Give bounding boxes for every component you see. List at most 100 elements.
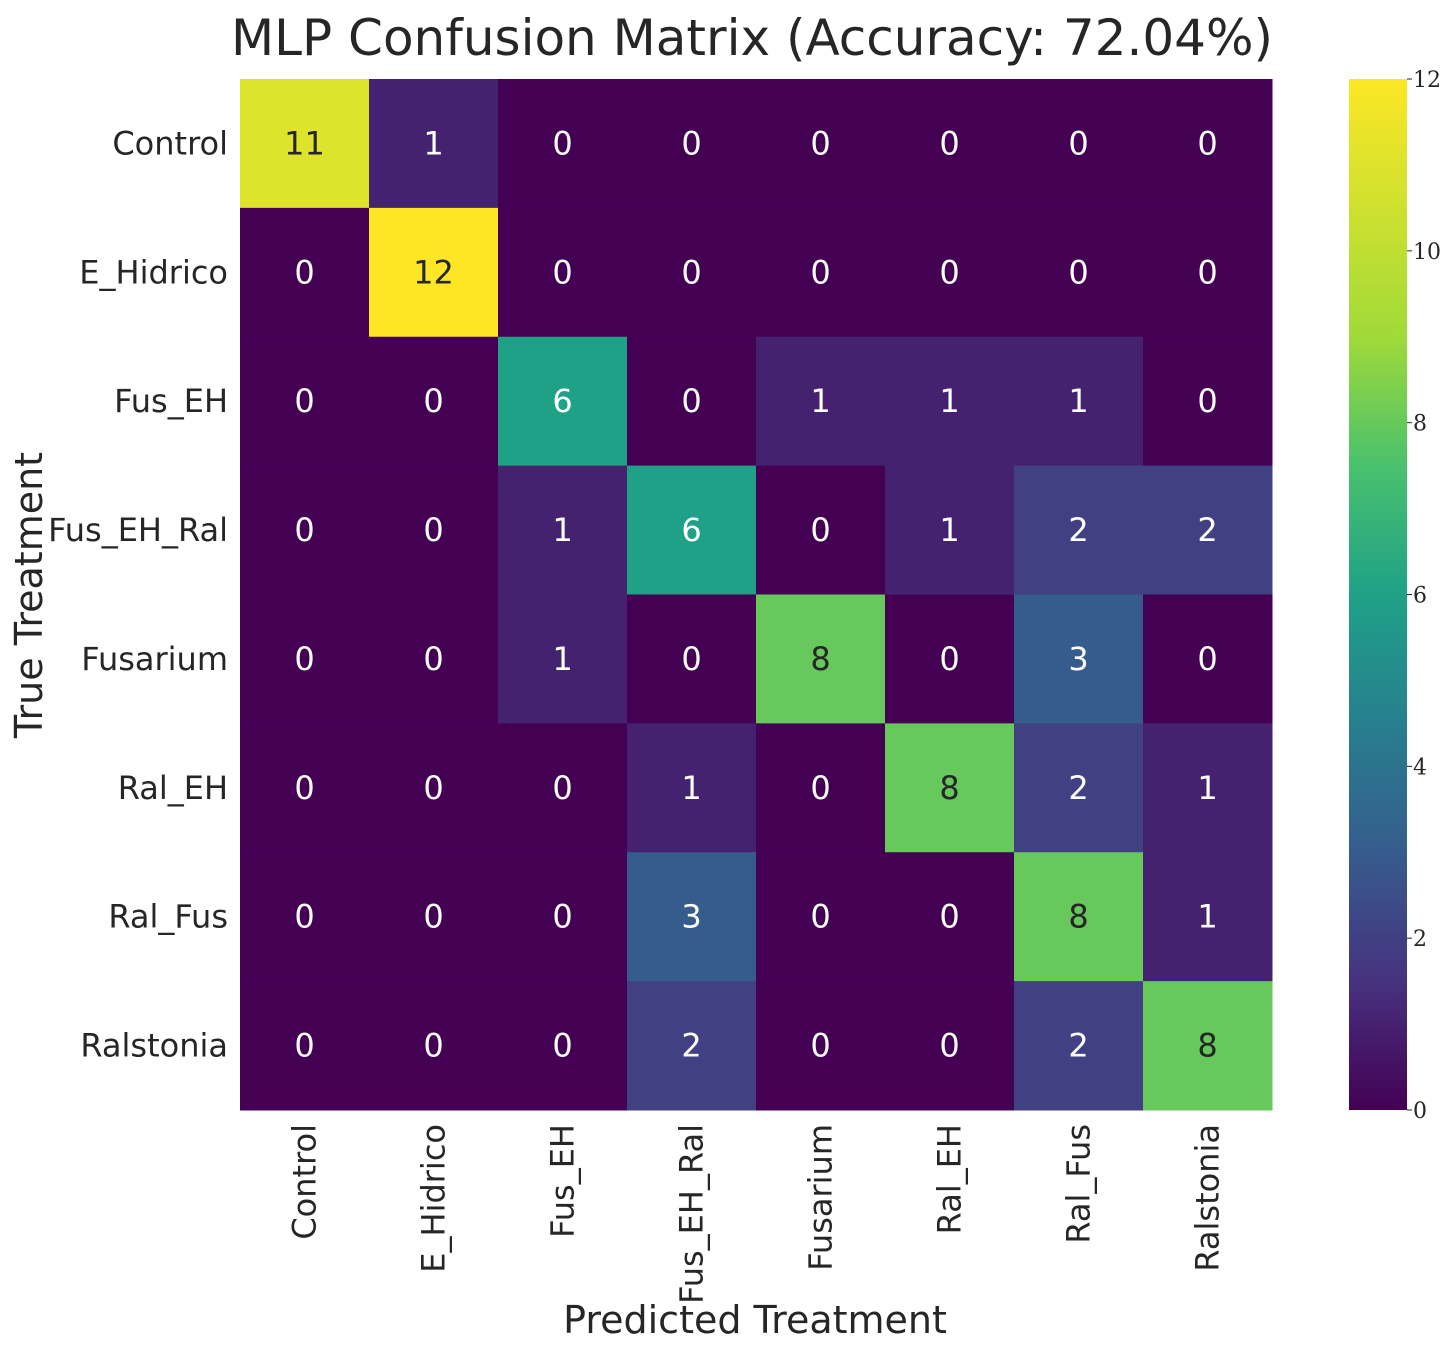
heatmap-cell bbox=[1143, 79, 1273, 209]
cell-value-label: 0 bbox=[810, 898, 830, 936]
heatmap-cell bbox=[1143, 336, 1273, 467]
cell-value-label: 0 bbox=[423, 640, 443, 678]
x-tick-label: Fus_EH bbox=[544, 1124, 582, 1238]
y-tick-label: Control bbox=[112, 124, 228, 162]
cell-value-label: 1 bbox=[552, 511, 572, 549]
y-tick-labels: Control E_Hidrico Fus_EH Fus_EH_Ral Fusarium… bbox=[48, 124, 228, 1064]
cell-value-label: 2 bbox=[1068, 769, 1088, 807]
heatmap-cell bbox=[885, 207, 1015, 338]
cell-value-label: 0 bbox=[810, 1027, 830, 1065]
cell-value-labels: 11 1 0 0 0 0 0 00 12 0 0 0 0 0 00 0 6 0 1 1 1 00 0 1 6 0 1 2 20 0 1 0 8 0… bbox=[284, 124, 1218, 1064]
y-tick-label: Ralstonia bbox=[80, 1027, 228, 1065]
heatmap-cell bbox=[885, 465, 1015, 595]
cell-value-label: 0 bbox=[681, 640, 701, 678]
x-tick-label: Fus_EH_Ral bbox=[673, 1124, 711, 1304]
heatmap-cell bbox=[369, 207, 499, 338]
heatmap-cell bbox=[240, 594, 370, 724]
heatmap-cell bbox=[498, 336, 628, 467]
x-tick-label: Control bbox=[286, 1124, 324, 1240]
y-tick-label: Fusarium bbox=[81, 640, 228, 678]
x-tick-label: Ralstonia bbox=[1189, 1124, 1227, 1272]
cell-value-label: 2 bbox=[1068, 1027, 1088, 1065]
heatmap-cell bbox=[369, 79, 499, 209]
colorbar-ticks: 0 2 4 6 8 10 12 bbox=[1407, 68, 1441, 1124]
heatmap-cell bbox=[240, 79, 370, 209]
cell-value-label: 0 bbox=[939, 640, 959, 678]
heatmap-cell bbox=[756, 852, 886, 982]
x-tick-label: Ral_EH bbox=[931, 1124, 969, 1234]
heatmap-cell bbox=[756, 981, 886, 1111]
cell-value-label: 0 bbox=[1197, 253, 1217, 291]
heatmap-cell bbox=[369, 981, 499, 1111]
heatmap-cell bbox=[1014, 981, 1144, 1111]
cell-value-label: 8 bbox=[1068, 898, 1088, 936]
cell-value-label: 0 bbox=[810, 769, 830, 807]
cell-value-label: 11 bbox=[284, 124, 325, 162]
cell-value-label: 2 bbox=[681, 1027, 701, 1065]
x-tick-label: E_Hidrico bbox=[415, 1124, 453, 1273]
cell-value-label: 1 bbox=[423, 124, 443, 162]
cell-value-label: 1 bbox=[1197, 769, 1217, 807]
y-tick-label: Fus_EH_Ral bbox=[48, 511, 228, 549]
cell-value-label: 6 bbox=[681, 511, 701, 549]
heatmap-cell bbox=[498, 594, 628, 724]
cell-value-label: 1 bbox=[681, 769, 701, 807]
colorbar-tick-label: 2 bbox=[1413, 927, 1427, 952]
cell-value-label: 0 bbox=[423, 769, 443, 807]
heatmap-cell bbox=[1143, 207, 1273, 338]
cell-value-label: 0 bbox=[423, 1027, 443, 1065]
cell-value-label: 0 bbox=[810, 124, 830, 162]
cell-value-label: 0 bbox=[294, 769, 314, 807]
colorbar-tick-label: 0 bbox=[1413, 1099, 1427, 1124]
heatmap-cell bbox=[1143, 465, 1273, 595]
cell-value-label: 2 bbox=[1068, 511, 1088, 549]
heatmap-cell bbox=[885, 336, 1015, 467]
heatmap-cell bbox=[498, 723, 628, 853]
heatmap-cell bbox=[627, 336, 757, 467]
colorbar bbox=[1349, 79, 1407, 1110]
cell-value-label: 0 bbox=[1068, 124, 1088, 162]
y-axis-label: True Treatment bbox=[7, 452, 51, 739]
cell-value-label: 2 bbox=[1197, 511, 1217, 549]
heatmap-cell bbox=[498, 207, 628, 338]
heatmap-cell bbox=[1143, 594, 1273, 724]
heatmap-cell bbox=[885, 981, 1015, 1111]
heatmap-cell bbox=[369, 852, 499, 982]
y-tick-label: Ral_EH bbox=[118, 769, 228, 807]
heatmap-cell bbox=[1014, 79, 1144, 209]
cell-value-label: 0 bbox=[1068, 253, 1088, 291]
heatmap-cell bbox=[885, 79, 1015, 209]
heatmap-cell bbox=[885, 852, 1015, 982]
cell-value-label: 0 bbox=[939, 124, 959, 162]
heatmap-cell bbox=[498, 852, 628, 982]
heatmap-cell bbox=[756, 594, 886, 724]
cell-value-label: 0 bbox=[552, 898, 572, 936]
cell-value-label: 0 bbox=[1197, 124, 1217, 162]
heatmap-cell bbox=[627, 465, 757, 595]
chart-title: MLP Confusion Matrix (Accuracy: 72.04%) bbox=[231, 9, 1273, 67]
cell-value-label: 0 bbox=[552, 124, 572, 162]
heatmap-cell bbox=[498, 465, 628, 595]
cell-value-label: 8 bbox=[810, 640, 830, 678]
heatmap-cell bbox=[627, 207, 757, 338]
heatmap-cell bbox=[627, 79, 757, 209]
heatmap-cell bbox=[240, 336, 370, 467]
y-tick-label: Fus_EH bbox=[114, 382, 228, 420]
cell-value-label: 0 bbox=[423, 511, 443, 549]
cell-value-label: 1 bbox=[1197, 898, 1217, 936]
colorbar-tick-label: 6 bbox=[1413, 584, 1427, 609]
cell-value-label: 1 bbox=[810, 382, 830, 420]
heatmap-cell bbox=[627, 594, 757, 724]
cell-value-label: 0 bbox=[681, 124, 701, 162]
cell-value-label: 1 bbox=[1068, 382, 1088, 420]
heatmap-cell bbox=[756, 79, 886, 209]
heatmap-cell bbox=[240, 852, 370, 982]
cell-value-label: 0 bbox=[939, 1027, 959, 1065]
colorbar-tick-label: 10 bbox=[1413, 240, 1441, 265]
heatmap-cell bbox=[498, 79, 628, 209]
cell-value-label: 0 bbox=[681, 382, 701, 420]
cell-value-label: 3 bbox=[1068, 640, 1088, 678]
cell-value-label: 8 bbox=[1197, 1027, 1217, 1065]
colorbar-tick-label: 8 bbox=[1413, 412, 1427, 437]
cell-value-label: 1 bbox=[939, 382, 959, 420]
